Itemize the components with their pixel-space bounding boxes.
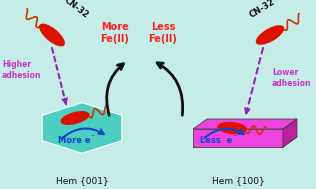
Text: Less  e: Less e [200, 136, 232, 145]
Text: CN-32: CN-32 [248, 0, 277, 20]
Ellipse shape [256, 25, 284, 45]
Ellipse shape [217, 122, 247, 134]
Polygon shape [193, 119, 297, 129]
Text: More e: More e [58, 136, 91, 145]
Polygon shape [42, 103, 82, 132]
Text: Higher
adhesion: Higher adhesion [2, 60, 41, 80]
Text: ⁻: ⁻ [232, 132, 236, 141]
Ellipse shape [60, 111, 89, 125]
Text: CN-32: CN-32 [62, 0, 90, 20]
Polygon shape [283, 119, 297, 147]
Text: More
Fe(II): More Fe(II) [100, 22, 130, 44]
Text: Hem {001}: Hem {001} [56, 176, 108, 185]
Ellipse shape [39, 24, 65, 46]
Polygon shape [82, 103, 122, 132]
Text: Hem {100}: Hem {100} [212, 176, 264, 185]
Polygon shape [193, 129, 283, 147]
Polygon shape [42, 103, 122, 153]
Text: Lower
adhesion: Lower adhesion [272, 68, 312, 88]
Text: Less
Fe(II): Less Fe(II) [149, 22, 178, 44]
Polygon shape [193, 137, 297, 147]
Text: ⁻: ⁻ [90, 132, 94, 141]
